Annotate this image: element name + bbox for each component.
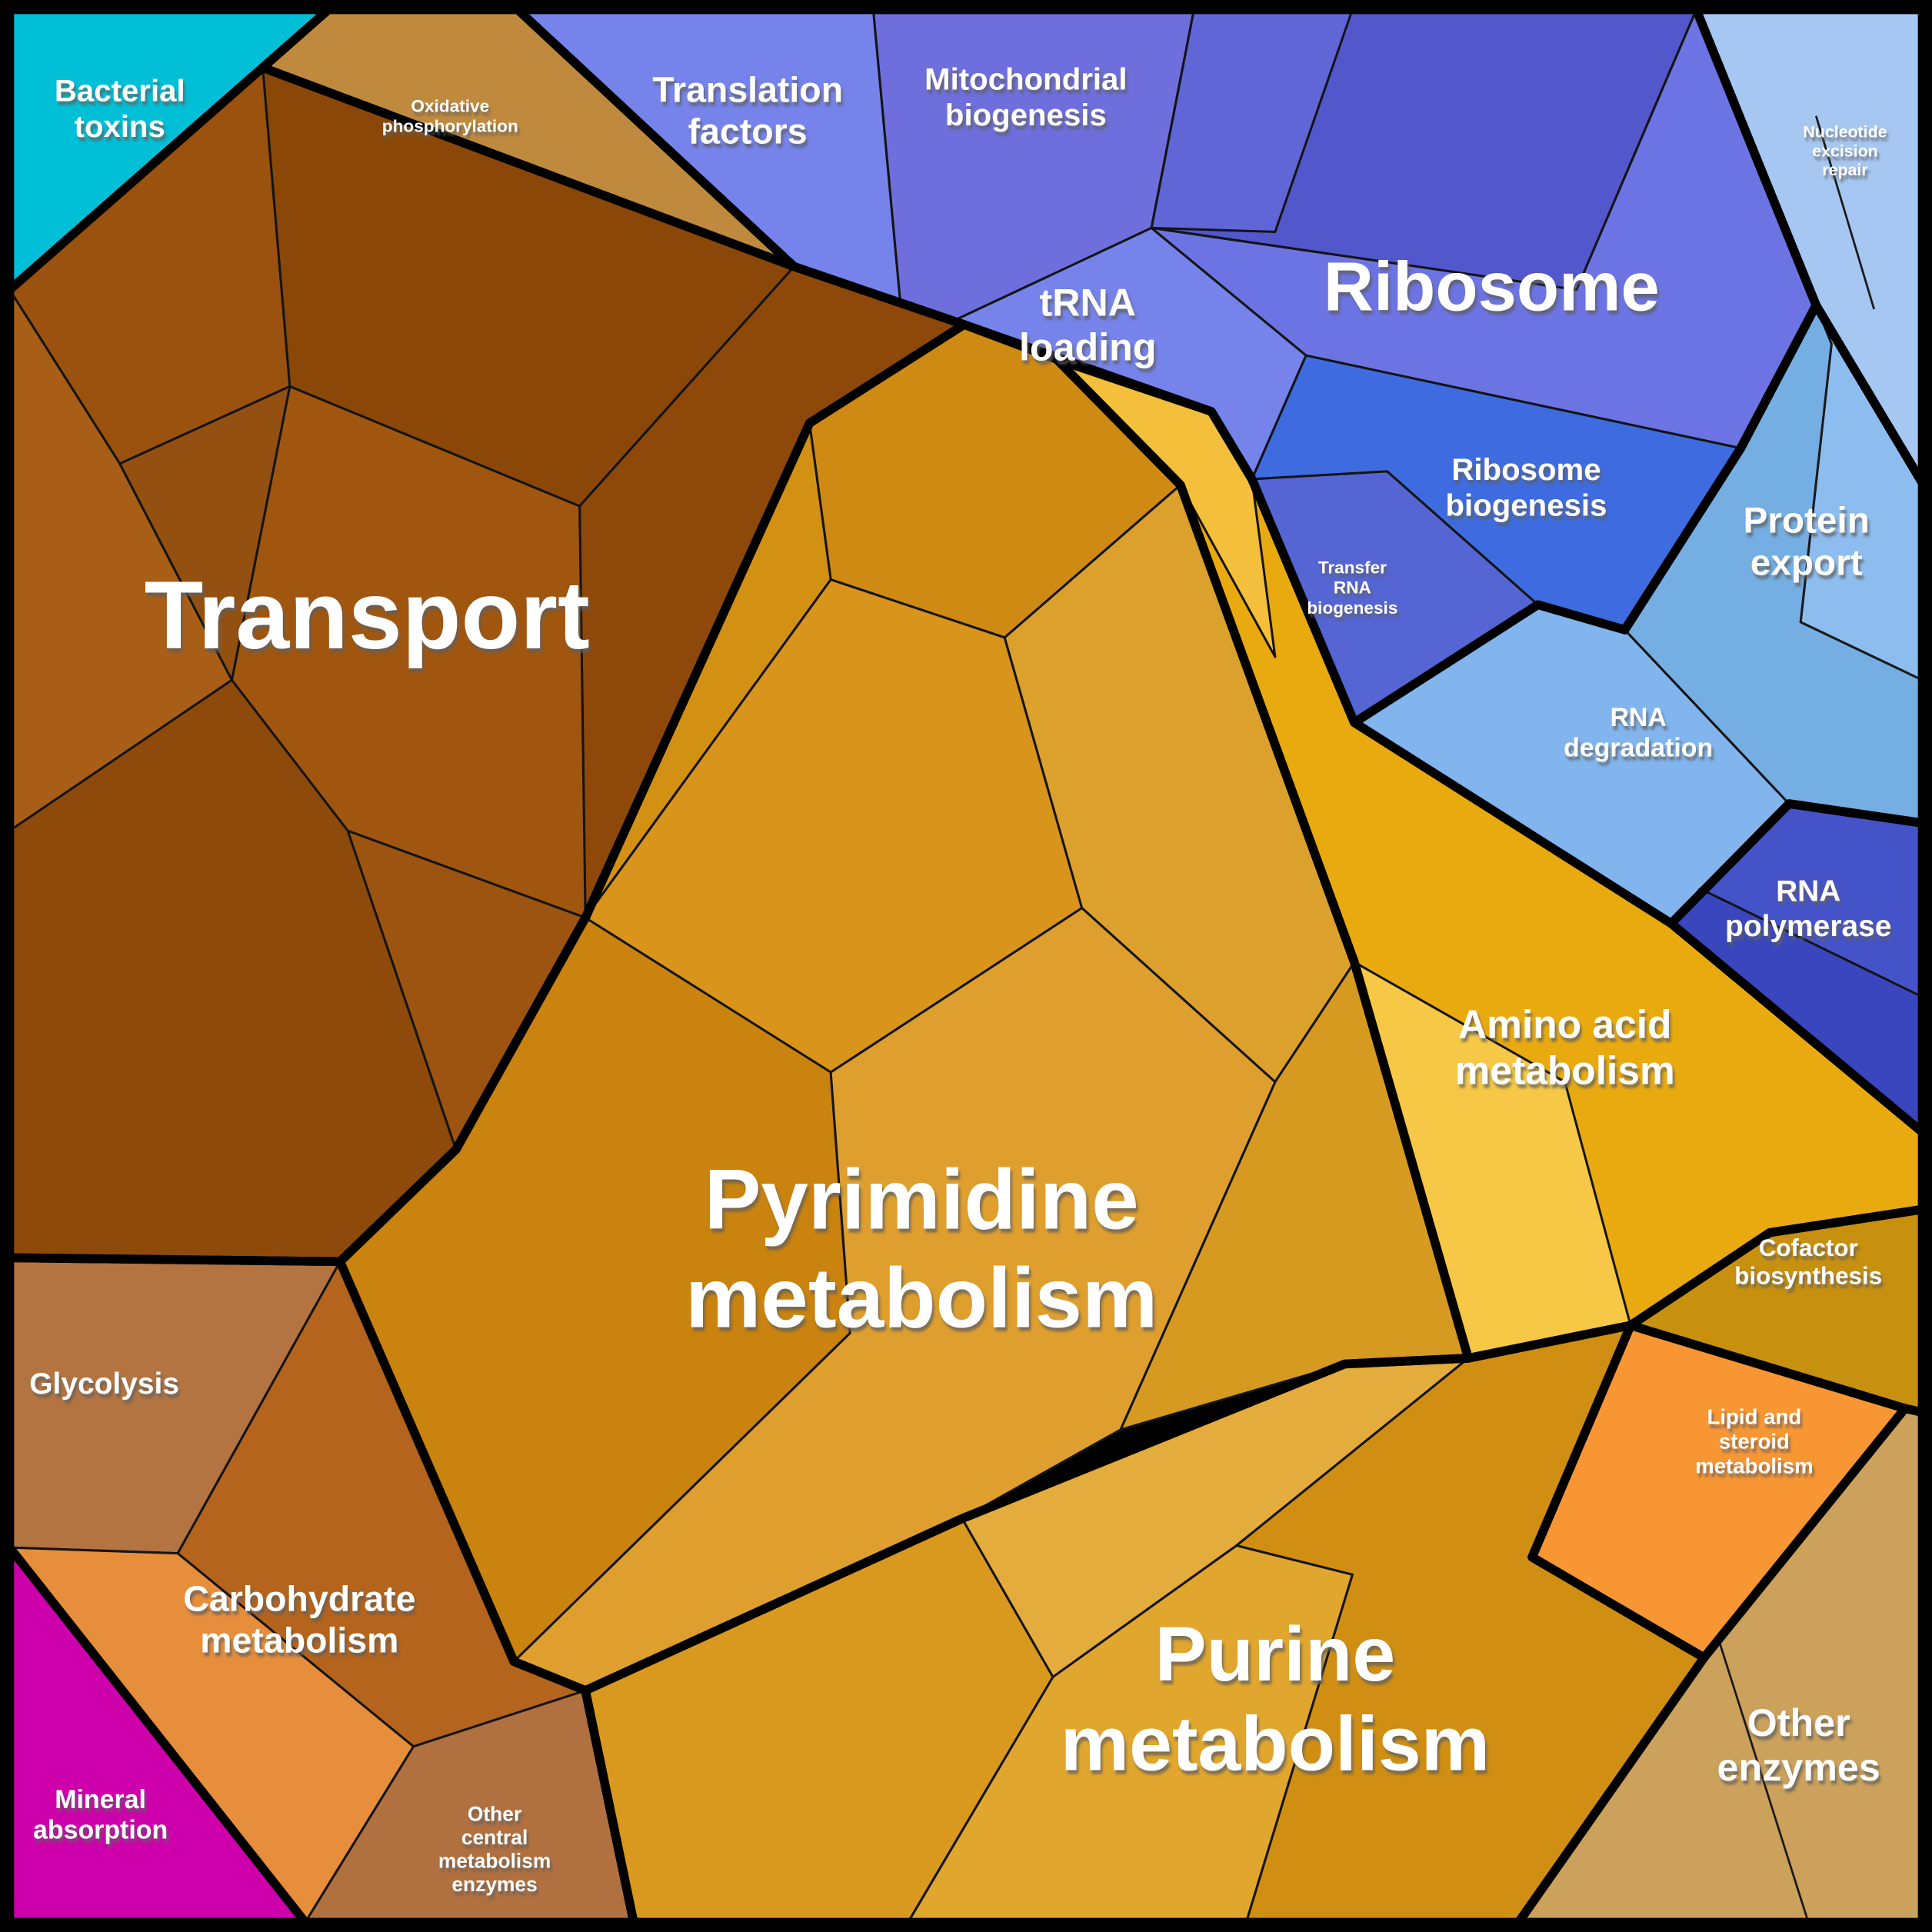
label-rna-polymerase: RNA polymerase [1725, 875, 1891, 943]
label-other-central-metabolism: Other central metabolism enzymes [438, 1802, 551, 1896]
label-lipid-steroid-metabolism: Lipid and steroid metabolism [1695, 1405, 1814, 1478]
label-rna-degradation: RNA degradation [1564, 703, 1713, 762]
label-translation-factors: Translation factors [652, 69, 843, 151]
label-protein-export: Protein export [1744, 500, 1870, 583]
label-other-enzymes: Other enzymes [1717, 1701, 1880, 1789]
label-mitochondrial-biogenesis: Mitochondrial biogenesis [924, 62, 1127, 132]
label-nucleotide-excision-repair: Nucleotide excision repair [1803, 123, 1887, 180]
divider-other-enzymes-split [1718, 1641, 1810, 1923]
divider-protein-export-split [1799, 343, 1924, 681]
label-glycolysis: Glycolysis [29, 1367, 179, 1401]
label-cofactor-biosynthesis: Cofactor biosynthesis [1734, 1234, 1882, 1289]
label-amino-acid-metabolism: Amino acid metabolism [1455, 1002, 1675, 1093]
divider-ner-split [1814, 115, 1875, 310]
cell-purine-d[interactable] [907, 1544, 1354, 1924]
label-purine-metabolism: Purine metabolism [1061, 1611, 1490, 1787]
label-ribosome: Ribosome [1324, 248, 1660, 325]
label-transfer-rna-biogenesis: Transfer RNA biogenesis [1307, 558, 1397, 617]
label-ribosome-biogenesis: Ribosome biogenesis [1446, 452, 1607, 523]
outline-purine-metabolism [581, 1321, 1709, 1927]
label-transport: Transport [145, 561, 590, 669]
label-trna-loading: tRNA loading [1019, 281, 1157, 368]
outline-other-enzymes [1514, 1404, 1927, 1927]
label-carbohydrate-metabolism: Carbohydrate metabolism [183, 1578, 415, 1660]
cell-transport-f[interactable] [118, 385, 291, 681]
label-pyrimidine-metabolism: Pyrimidine metabolism [685, 1152, 1158, 1345]
label-bacterial-toxins: Bacterial toxins [55, 73, 185, 144]
outline-mineral-absorption [5, 1543, 310, 1927]
label-oxidative-phosphorylation: Oxidative phosphorylation [382, 97, 518, 136]
label-mineral-absorption: Mineral absorption [33, 1785, 168, 1844]
